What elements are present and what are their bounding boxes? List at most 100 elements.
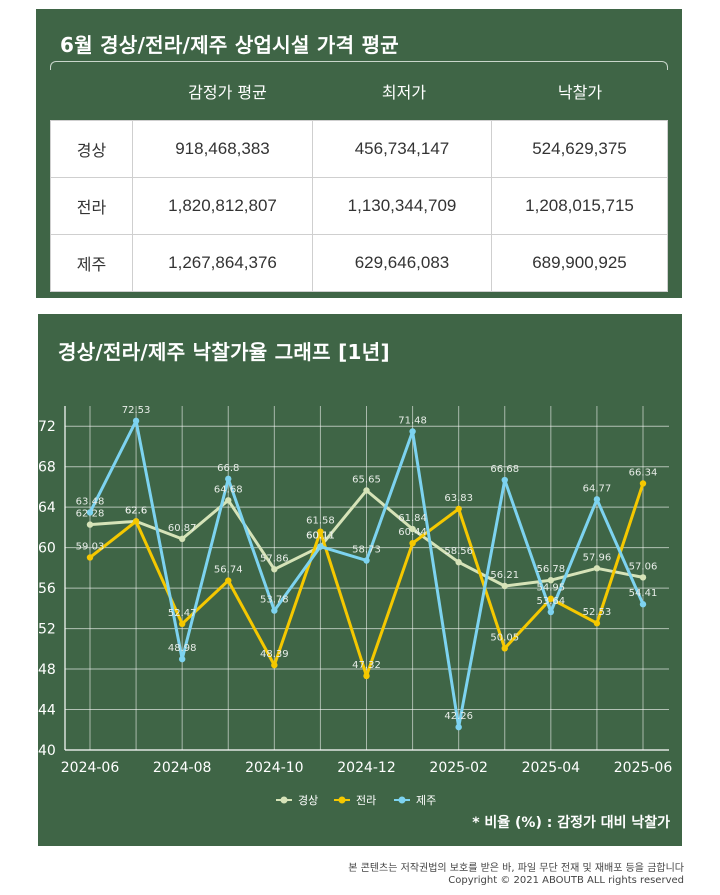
data-label: 52.47: [168, 608, 197, 619]
data-label: 48.39: [260, 649, 289, 660]
data-point: [271, 661, 278, 669]
y-tick-label: 64: [38, 500, 56, 516]
data-label: 64.68: [214, 484, 243, 495]
data-label: 56.21: [490, 570, 519, 581]
chart-title: 경상/전라/제주 낙찰가율 그래프 [1년]: [58, 340, 390, 364]
data-label: 60.87: [168, 523, 197, 534]
data-point: [132, 417, 140, 425]
legend-label: 제주: [416, 794, 436, 807]
x-tick-label: 2025-02: [429, 760, 488, 776]
data-label: 48.98: [168, 643, 197, 654]
data-point: [132, 518, 140, 525]
x-tick-label: 2024-06: [61, 760, 120, 776]
table-cell: 1,820,812,807: [132, 177, 313, 235]
table-cell: 918,468,383: [132, 120, 313, 178]
y-tick-label: 68: [38, 460, 56, 476]
data-label: 66.8: [217, 463, 239, 474]
data-label: 58.73: [352, 544, 381, 555]
data-point: [409, 525, 416, 533]
data-label: 65.65: [352, 474, 381, 485]
data-point: [409, 539, 416, 547]
x-tick-label: 2024-08: [153, 760, 212, 776]
legend-label: 전라: [356, 794, 376, 807]
decorative-bracket-right: [661, 61, 668, 70]
data-label: 62.6: [125, 505, 147, 516]
data-point: [317, 543, 324, 550]
bid-rate-chart-panel: 경상/전라/제주 낙찰가율 그래프 [1년] 40 44 48 52 56 60 64 68 7…: [38, 314, 682, 846]
data-label: 42.26: [444, 711, 473, 722]
data-point: [409, 428, 416, 435]
data-point: [639, 574, 647, 581]
table-cell: 456,734,147: [312, 120, 492, 178]
x-tick-label: 2025-04: [522, 760, 581, 776]
data-point: [455, 505, 462, 513]
data-point: [501, 582, 508, 590]
data-label: 53.64: [537, 596, 566, 607]
line-chart: 40 44 48 52 56 60 64 68 72 2024-06 2024-08 2024-10 2…: [38, 405, 673, 807]
data-point: [363, 557, 370, 564]
ratio-note: * 비율 (%) : 감정가 대비 낙찰가: [472, 815, 670, 831]
data-point: [225, 577, 232, 584]
data-point: [363, 487, 370, 494]
y-tick-label: 72: [38, 419, 56, 435]
data-label: 47.32: [352, 660, 381, 671]
data-label: 64.77: [583, 483, 612, 494]
row-header: 전라: [50, 177, 133, 235]
data-label: 63.83: [444, 493, 473, 504]
data-label: 60.11: [306, 531, 335, 542]
col-header-winning-bid: 낙찰가: [557, 83, 603, 102]
data-label: 61.58: [306, 516, 335, 527]
y-tick-label: 52: [38, 622, 56, 638]
table-row: 경상 918,468,383 456,734,147 524,629,375: [50, 120, 668, 178]
col-header-minimum: 최저가: [381, 83, 427, 102]
data-label: 58.56: [444, 546, 473, 557]
data-label: 60.11: [306, 531, 335, 542]
data-label: 59.03: [76, 541, 105, 552]
data-label: 54.95: [537, 583, 566, 594]
data-label: 72.53: [122, 405, 151, 416]
data-label: 61.84: [398, 513, 427, 524]
data-point: [178, 655, 186, 663]
data-label: 63.48: [76, 496, 105, 507]
copyright-notice: 본 콘텐츠는 저작권법의 보호를 받은 바, 파일 무단 전재 및 재배포 등을…: [348, 863, 684, 874]
table-cell: 1,267,864,376: [132, 234, 313, 292]
data-label: 50.05: [490, 632, 519, 643]
data-label: 66.68: [490, 464, 519, 475]
data-label: 56.78: [537, 564, 566, 575]
copyright-line: Copyright © 2021 ABOUTB ALL rights reser…: [448, 875, 684, 886]
table-cell: 524,629,375: [491, 120, 668, 178]
decorative-bracket-left: [50, 61, 57, 70]
data-label: 60.44: [398, 527, 427, 538]
data-label: 54.41: [629, 588, 658, 599]
data-label: 53.78: [260, 595, 289, 606]
data-point: [593, 565, 601, 572]
price-table: 경상 918,468,383 456,734,147 524,629,375 전…: [50, 120, 668, 292]
y-tick-label: 48: [38, 662, 56, 678]
data-label: 57.86: [260, 553, 289, 564]
data-point: [455, 559, 462, 566]
legend-swatch-marker: [398, 796, 406, 804]
header-divider: [56, 61, 662, 62]
data-point: [86, 554, 94, 561]
row-header: 제주: [50, 234, 133, 292]
table-cell: 1,130,344,709: [312, 177, 492, 235]
price-summary-panel: 6월 경상/전라/제주 상업시설 가격 평균 감정가 평균 최저가 낙찰가 경상…: [36, 9, 682, 298]
legend-label: 경상: [298, 794, 318, 807]
data-label: 57.96: [583, 552, 612, 563]
data-point: [639, 601, 647, 608]
legend-swatch-marker: [280, 796, 288, 804]
y-tick-label: 40: [38, 743, 56, 759]
data-point: [225, 497, 232, 504]
x-tick-label: 2025-06: [614, 760, 673, 776]
data-point: [225, 475, 232, 483]
data-label: 66.34: [629, 468, 658, 479]
data-point: [317, 528, 324, 535]
data-point: [593, 496, 601, 503]
table-cell: 629,646,083: [312, 234, 492, 292]
legend-swatch-marker: [338, 796, 346, 804]
data-label: 56.74: [214, 565, 243, 576]
data-point: [86, 509, 94, 516]
data-point: [178, 620, 186, 628]
data-point: [86, 521, 94, 528]
data-point: [547, 608, 555, 616]
